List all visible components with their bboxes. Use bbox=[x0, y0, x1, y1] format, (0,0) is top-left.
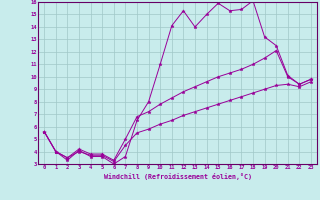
X-axis label: Windchill (Refroidissement éolien,°C): Windchill (Refroidissement éolien,°C) bbox=[104, 173, 252, 180]
